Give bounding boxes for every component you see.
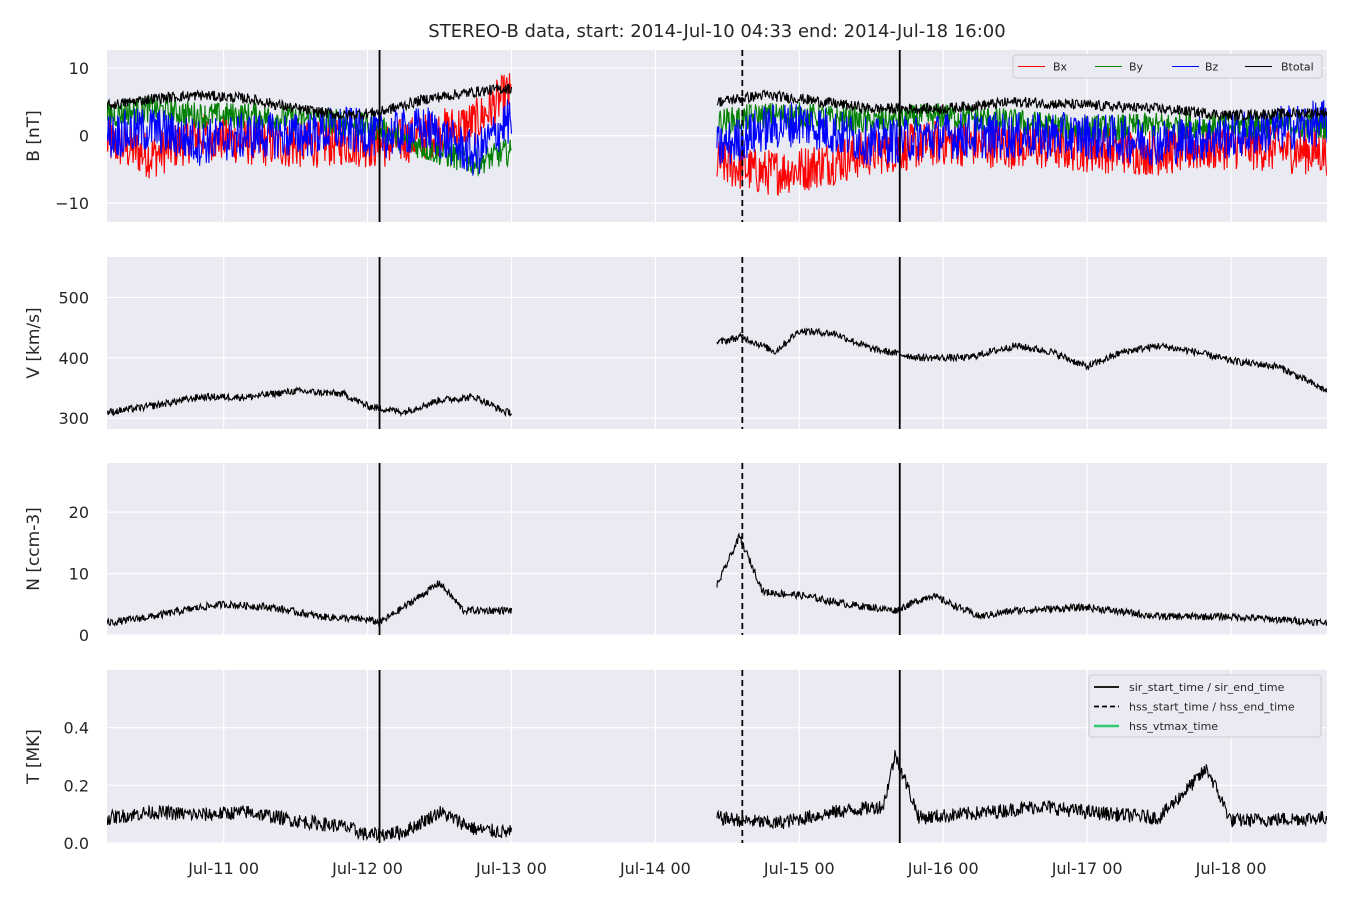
panel-1: −10 0 10 B [nT] Bx By Bz Btotal (24, 50, 1327, 222)
y-axis-label: V [km/s] (24, 307, 44, 378)
x-tick-label: Jul-17 00 (1051, 859, 1123, 878)
legend-box (1088, 674, 1322, 738)
y-tick-label: 300 (58, 409, 89, 428)
series-group (107, 327, 1327, 418)
panels: −10 0 10 B [nT] Bx By Bz Btotal 300 400 500 V [km/s… (24, 50, 1327, 878)
series-line-value (107, 580, 513, 628)
x-tick-label: Jul-13 00 (475, 859, 547, 878)
y-tick-label: 0 (79, 626, 89, 645)
y-tick-label: 0.4 (64, 719, 89, 738)
x-tick-label: Jul-15 00 (763, 859, 835, 878)
series-line-value (716, 327, 1327, 393)
x-tick-label: Jul-16 00 (907, 859, 979, 878)
series-group (107, 532, 1327, 628)
legend-label: hss_vtmax_time (1129, 720, 1218, 733)
y-axis-label: B [nT] (24, 110, 44, 162)
legend-label: sir_start_time / sir_end_time (1129, 681, 1285, 694)
panel-3: 0 10 20 N [ccm-3] (24, 463, 1327, 645)
series-group (107, 750, 1327, 842)
y-tick-label: 0 (79, 127, 89, 146)
series-group (107, 73, 1327, 196)
y-tick-label: 500 (58, 288, 89, 307)
legend-label: Bz (1205, 61, 1219, 74)
legend-label: Bx (1053, 61, 1068, 74)
y-tick-label: 10 (69, 59, 89, 78)
chart-title: STEREO-B data, start: 2014-Jul-10 04:33 … (428, 21, 1005, 42)
x-tick-label: Jul-12 00 (331, 859, 403, 878)
series-line-value (716, 532, 1327, 627)
legend-label: Btotal (1281, 61, 1314, 74)
y-tick-label: 0.0 (64, 834, 89, 853)
legend: sir_start_time / sir_end_time hss_start_t… (1088, 674, 1322, 738)
legend-box (1012, 54, 1323, 79)
panel-2: 300 400 500 V [km/s] (24, 257, 1327, 429)
x-tick-label: Jul-18 00 (1195, 859, 1267, 878)
series-line-Bz (107, 99, 513, 176)
y-axis-label: N [ccm-3] (24, 507, 44, 591)
series-line-value (107, 804, 513, 842)
y-tick-label: 400 (58, 349, 89, 368)
x-tick-label: Jul-11 00 (187, 859, 259, 878)
y-tick-label: 20 (69, 503, 89, 522)
series-line-Bz (716, 99, 1327, 166)
plot-area (107, 463, 1327, 635)
x-tick-label: Jul-14 00 (619, 859, 691, 878)
legend: Bx By Bz Btotal (1012, 54, 1323, 79)
panel-4: 0.0 0.2 0.4 T [MK] sir_start_time / sir_end_… (24, 670, 1327, 853)
y-tick-label: 10 (69, 565, 89, 584)
legend-label: By (1129, 61, 1144, 74)
series-line-value (716, 750, 1327, 830)
series-line-Btotal (716, 89, 1327, 123)
series-line-Btotal (107, 83, 513, 121)
legend-label: hss_start_time / hss_end_time (1129, 701, 1295, 714)
y-axis-label: T [MK] (24, 729, 44, 785)
y-tick-label: −10 (55, 194, 89, 213)
y-tick-label: 0.2 (64, 776, 89, 795)
series-line-value (107, 386, 512, 418)
